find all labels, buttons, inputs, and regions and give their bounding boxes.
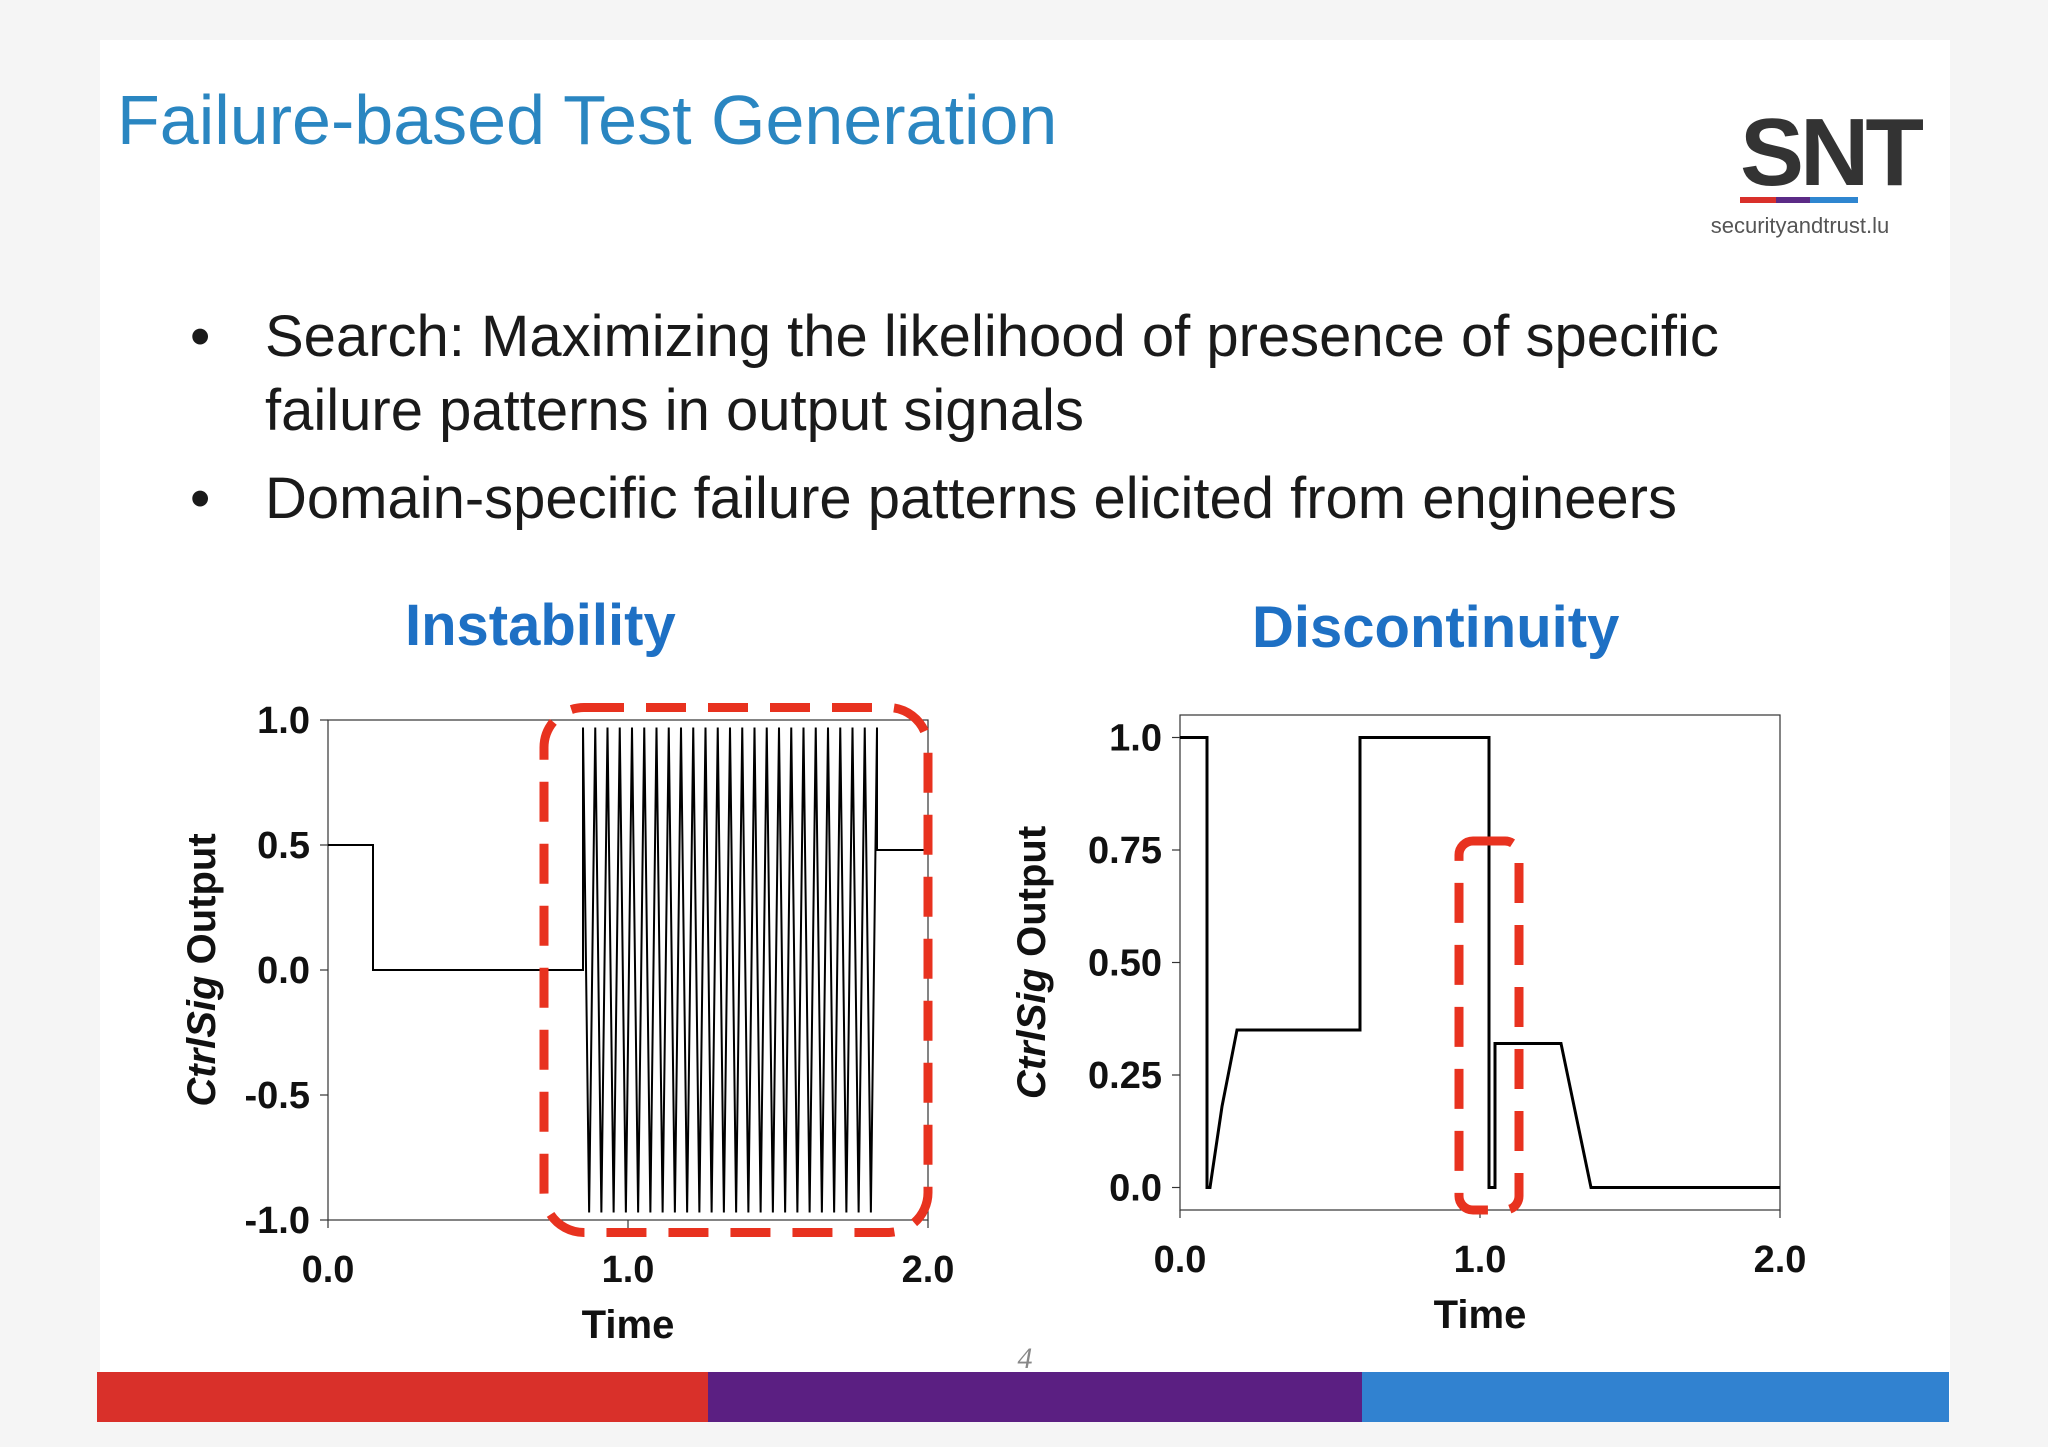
y-tick-label: 1.0 xyxy=(1109,718,1162,760)
x-tick-label: 0.0 xyxy=(1154,1239,1207,1281)
plot-frame xyxy=(1179,714,1781,1211)
bullet-list: • Search: Maximizing the likelihood of p… xyxy=(190,300,1890,550)
slide-background xyxy=(100,40,1950,1410)
logo-mark: SNT xyxy=(1740,99,1924,206)
x-tick-label: 0.0 xyxy=(302,1249,355,1291)
x-tick-label: 2.0 xyxy=(1754,1239,1807,1281)
slide-title: Failure-based Test Generation xyxy=(117,81,1058,159)
y-tick-label: -0.5 xyxy=(245,1075,310,1117)
x-tick-label: 1.0 xyxy=(1454,1239,1507,1281)
page-number-line-1: 4 xyxy=(1017,1342,1033,1375)
y-tick-label: 0.50 xyxy=(1088,943,1162,985)
snt-logo: SNT securityandtrust.lu xyxy=(1700,105,1924,245)
signal-line xyxy=(328,727,928,1213)
logo-subtitle: securityandtrust.lu xyxy=(1710,213,1890,238)
chart-title-discontinuity: Discontinuity xyxy=(1252,595,1620,660)
highlight-region xyxy=(1454,836,1524,1215)
logo-bar-purple xyxy=(1776,197,1810,203)
y-tick-label: 0.75 xyxy=(1088,830,1162,872)
y-axis-label: CtrlSig Output xyxy=(180,833,224,1106)
bullet-text: Search: Maximizing the likelihood of pre… xyxy=(265,304,1719,443)
bullet-item: • Domain-specific failure patterns elici… xyxy=(190,462,1890,536)
y-tick-label: 0.0 xyxy=(257,950,310,992)
y-tick-label: -1.0 xyxy=(245,1200,310,1242)
chart-title-instability: Instability xyxy=(405,593,676,658)
logo-bar-blue xyxy=(1810,197,1858,203)
signal-line xyxy=(1180,736,1780,1189)
footer-bar-blue xyxy=(1362,1372,1949,1422)
y-tick-label: 0.5 xyxy=(257,825,310,867)
logo-bar-red xyxy=(1740,197,1776,203)
x-tick-label: 1.0 xyxy=(602,1249,655,1291)
footer-bar-red xyxy=(97,1372,708,1422)
y-tick-label: 0.0 xyxy=(1109,1168,1162,1210)
bullet-text: Domain-specific failure patterns elicite… xyxy=(265,466,1677,531)
x-tick-label: 2.0 xyxy=(902,1249,955,1291)
x-axis-label: Time xyxy=(1434,1293,1527,1337)
bullet-item: • Search: Maximizing the likelihood of p… xyxy=(190,300,1890,448)
y-tick-label: 1.0 xyxy=(257,700,310,742)
bullet-symbol: • xyxy=(190,466,211,531)
y-tick-label: 0.25 xyxy=(1088,1055,1162,1097)
footer-bar-purple xyxy=(708,1372,1362,1422)
bullet-symbol: • xyxy=(190,304,211,369)
x-axis-label: Time xyxy=(582,1303,675,1347)
y-axis-label: CtrlSig Output xyxy=(1010,826,1054,1099)
highlight-region xyxy=(539,703,933,1237)
